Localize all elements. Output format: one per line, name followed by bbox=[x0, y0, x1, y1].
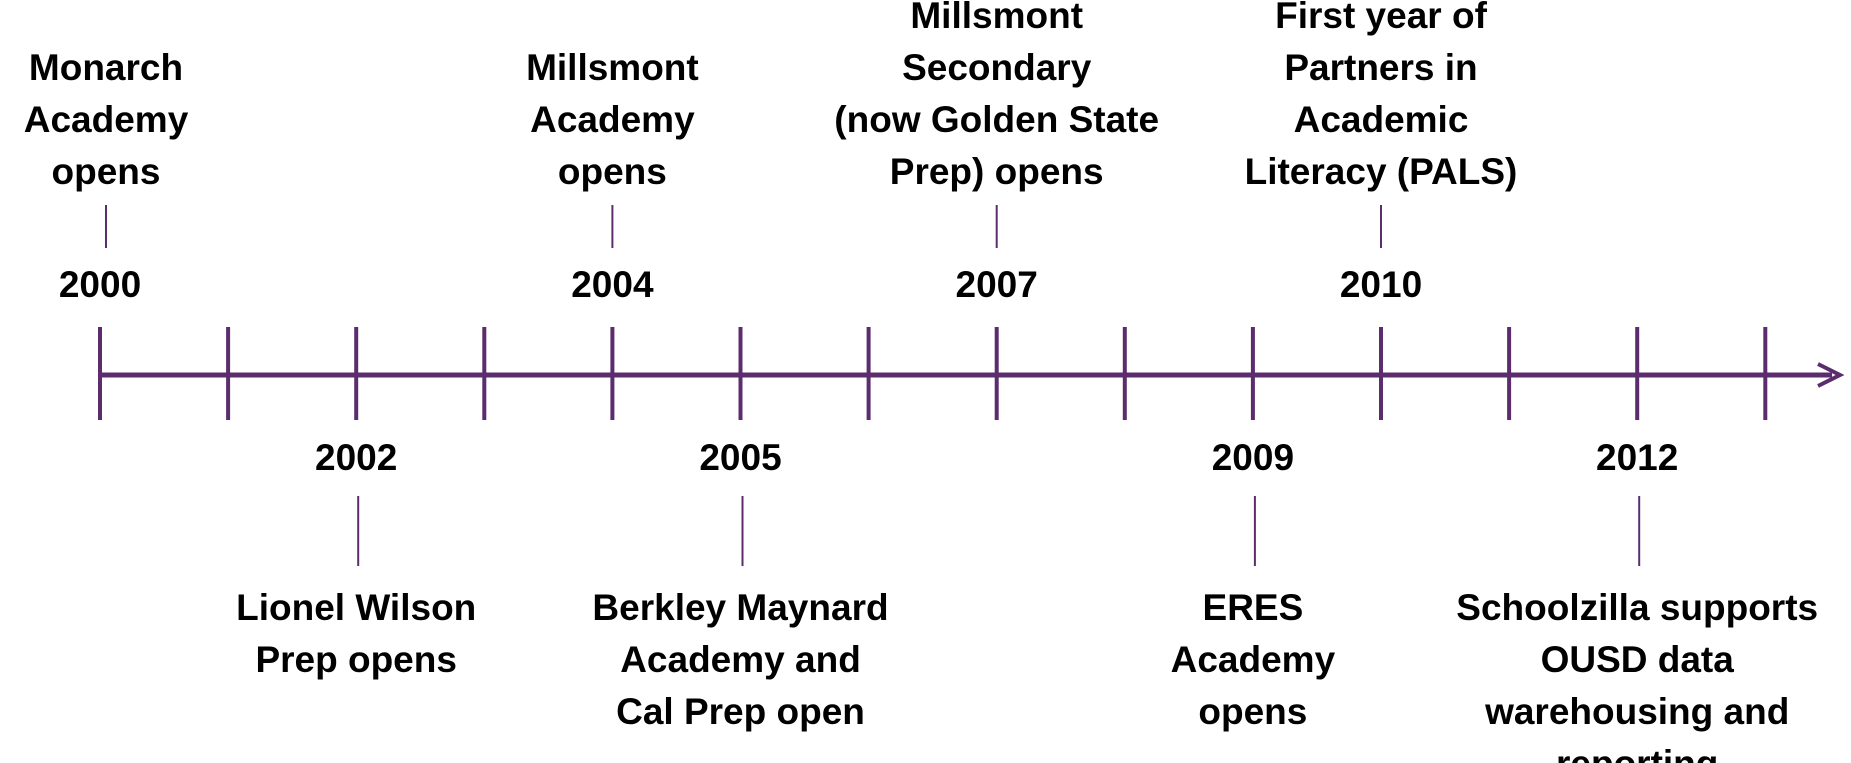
event-label: Monarch bbox=[29, 47, 183, 88]
event-label: First year of bbox=[1275, 0, 1487, 36]
event-label: Literacy (PALS) bbox=[1245, 151, 1518, 192]
axis-arrow bbox=[1817, 362, 1845, 388]
event-year: 2007 bbox=[956, 264, 1038, 305]
event-label: Millsmont bbox=[910, 0, 1083, 36]
event-year: 2010 bbox=[1340, 264, 1422, 305]
event-label: ERES bbox=[1203, 587, 1304, 628]
event-label: Prep) opens bbox=[890, 151, 1104, 192]
event-year: 2004 bbox=[571, 264, 654, 305]
event-label: OUSD data bbox=[1541, 639, 1735, 680]
event-label: Cal Prep open bbox=[616, 691, 865, 732]
event-year: 2005 bbox=[699, 437, 781, 478]
event-label: Partners in bbox=[1284, 47, 1477, 88]
event-label: reporting bbox=[1556, 743, 1718, 763]
event-label: warehousing and bbox=[1484, 691, 1789, 732]
event-label: Berkley Maynard bbox=[592, 587, 888, 628]
event-label: Academy and bbox=[620, 639, 861, 680]
event-label: Secondary bbox=[902, 47, 1092, 88]
event-label: Academy bbox=[530, 99, 695, 140]
event-year: 2002 bbox=[315, 437, 397, 478]
event-label: Schoolzilla supports bbox=[1456, 587, 1818, 628]
event-year: 2000 bbox=[59, 264, 141, 305]
event-label: Lionel Wilson bbox=[236, 587, 476, 628]
event-label: opens bbox=[558, 151, 667, 192]
event-year: 2009 bbox=[1212, 437, 1294, 478]
event-label: Academy bbox=[1171, 639, 1336, 680]
event-label: Millsmont bbox=[526, 47, 699, 88]
event-label: Prep opens bbox=[255, 639, 457, 680]
event-label: opens bbox=[1198, 691, 1307, 732]
event-label: Academy bbox=[24, 99, 189, 140]
event-label: Academic bbox=[1294, 99, 1469, 140]
event-year: 2012 bbox=[1596, 437, 1678, 478]
event-label: opens bbox=[52, 151, 161, 192]
event-label: (now Golden State bbox=[834, 99, 1159, 140]
